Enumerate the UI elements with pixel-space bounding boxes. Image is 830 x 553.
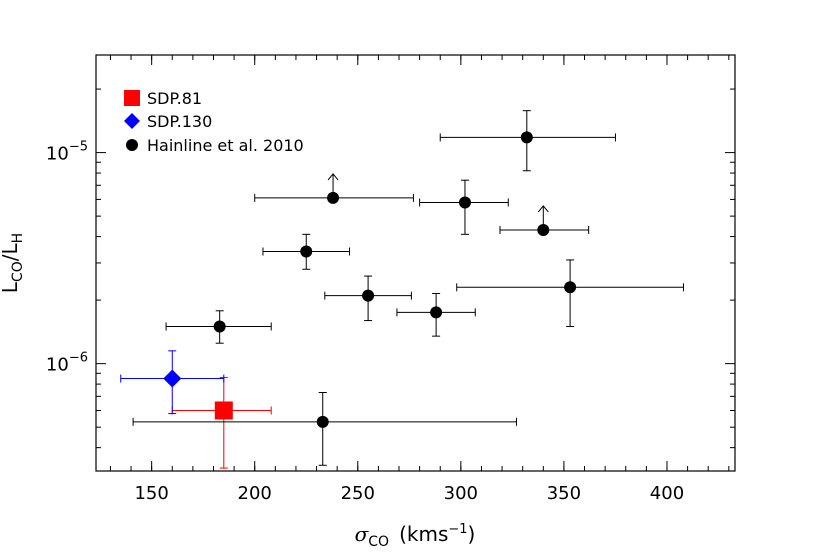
marker-diamond xyxy=(163,369,182,388)
data-point xyxy=(439,110,616,172)
marker-circle xyxy=(564,281,577,294)
data-point xyxy=(171,376,272,469)
marker-circle xyxy=(316,415,329,428)
x-axis: 150 200 250 300 350 400 xyxy=(109,55,730,504)
marker-circle xyxy=(213,320,226,333)
marker-circle xyxy=(362,289,375,302)
marker-square xyxy=(214,401,233,420)
data-point xyxy=(324,275,412,322)
y-tick-label: 10−5 xyxy=(46,140,88,165)
lower-limit-arrowhead xyxy=(537,205,549,213)
legend-label-hainline: Hainline et al. 2010 xyxy=(147,136,304,155)
y-axis-label: LCO/LH xyxy=(0,233,26,293)
x-axis-label: σCO (kms−1) xyxy=(355,522,476,550)
x-tick-label: 200 xyxy=(238,483,272,504)
x-tick-label: 350 xyxy=(547,483,581,504)
data-point xyxy=(499,205,590,236)
legend-marker-sdp130 xyxy=(124,113,140,129)
legend-marker-hainline xyxy=(126,139,138,151)
legend-label-sdp81: SDP.81 xyxy=(147,89,202,108)
data-point xyxy=(165,310,272,344)
x-tick-label: 300 xyxy=(444,483,478,504)
y-tick-label: 10−6 xyxy=(46,351,88,376)
x-tick-label: 250 xyxy=(341,483,375,504)
legend-label-sdp130: SDP.130 xyxy=(147,112,212,131)
marker-circle xyxy=(537,223,550,236)
data-point xyxy=(132,391,518,466)
marker-circle xyxy=(458,196,471,209)
legend-marker-sdp81 xyxy=(124,90,140,106)
marker-circle xyxy=(300,245,313,258)
data-point xyxy=(120,350,225,415)
y-axis: 10−6 10−5 xyxy=(46,88,735,449)
marker-circle xyxy=(430,306,443,319)
data-point xyxy=(254,173,414,204)
marker-circle xyxy=(327,191,340,204)
legend: SDP.81 SDP.130 Hainline et al. 2010 xyxy=(124,89,304,155)
lower-limit-arrowhead xyxy=(327,173,339,181)
x-tick-label: 400 xyxy=(650,483,684,504)
data-point xyxy=(396,292,476,337)
data-point xyxy=(456,259,684,327)
data-points xyxy=(120,110,684,469)
data-point xyxy=(419,179,509,235)
x-tick-label: 150 xyxy=(134,483,168,504)
data-point xyxy=(262,233,351,270)
marker-circle xyxy=(520,131,533,144)
